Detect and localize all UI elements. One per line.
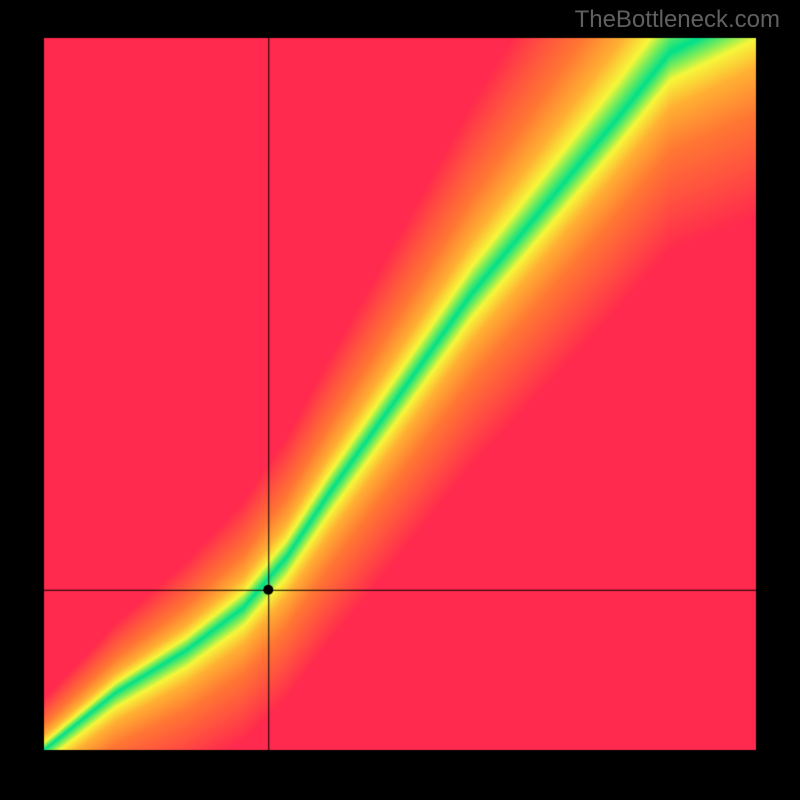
watermark-text: TheBottleneck.com	[575, 6, 780, 34]
bottleneck-heatmap	[0, 0, 800, 800]
chart-container: TheBottleneck.com	[0, 0, 800, 800]
